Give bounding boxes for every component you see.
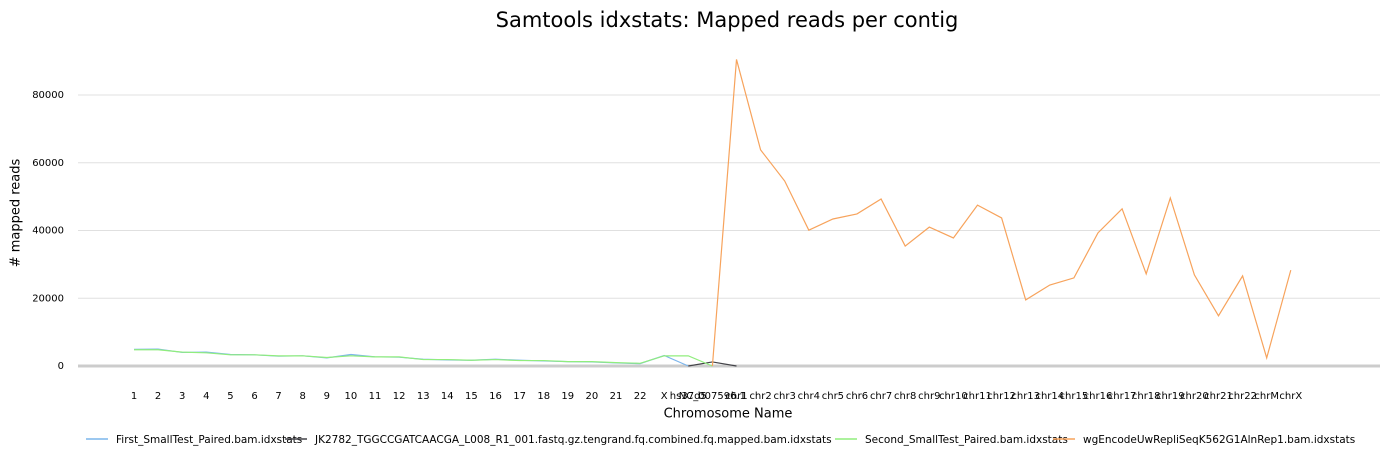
x-tick-label: 10 bbox=[345, 391, 358, 402]
x-tick-label: 2 bbox=[155, 391, 161, 402]
y-axis-title: # mapped reads bbox=[9, 158, 24, 267]
x-tick-label: 3 bbox=[179, 391, 185, 402]
x-tick-label: chr10 bbox=[939, 391, 968, 402]
series-line bbox=[134, 349, 713, 367]
x-tick-label: 19 bbox=[561, 391, 574, 402]
x-tick-label: 12 bbox=[393, 391, 406, 402]
x-tick-label: chrM bbox=[1254, 391, 1279, 402]
x-tick-label: chr19 bbox=[1156, 391, 1185, 402]
x-tick-label: chr12 bbox=[987, 391, 1016, 402]
x-tick-label: 13 bbox=[417, 391, 430, 402]
x-tick-label: chr21 bbox=[1204, 391, 1233, 402]
x-tick-label: chr15 bbox=[1060, 391, 1089, 402]
series-line bbox=[711, 59, 1292, 367]
x-tick-label: chr14 bbox=[1035, 391, 1064, 402]
x-tick-label: 5 bbox=[227, 391, 233, 402]
y-tick-label: 0 bbox=[58, 361, 64, 372]
x-tick-label: chr3 bbox=[774, 391, 796, 402]
x-tick-label: 1 bbox=[131, 391, 137, 402]
x-tick-label: chr6 bbox=[846, 391, 868, 402]
x-axis-title: Chromosome Name bbox=[664, 407, 793, 422]
y-tick-label: 60000 bbox=[32, 158, 64, 169]
x-tick-label: chr17 bbox=[1108, 391, 1137, 402]
legend-label: JK2782_TGGCCGATCAACGA_L008_R1_001.fastq.… bbox=[314, 434, 832, 446]
x-tick-label: 6 bbox=[251, 391, 257, 402]
x-tick-label: chr4 bbox=[798, 391, 820, 402]
x-tick-label: 4 bbox=[203, 391, 209, 402]
y-tick-label: 20000 bbox=[32, 293, 64, 304]
x-tick-label: chr13 bbox=[1011, 391, 1040, 402]
y-tick-label: 40000 bbox=[32, 226, 64, 237]
x-tick-label: chrX bbox=[1279, 391, 1302, 402]
x-tick-label: 21 bbox=[610, 391, 623, 402]
x-tick-label: 9 bbox=[324, 391, 330, 402]
x-tick-label: 22 bbox=[634, 391, 647, 402]
x-tick-label: 11 bbox=[369, 391, 382, 402]
x-tick-label: hs37d5 bbox=[670, 391, 707, 402]
x-tick-label: 8 bbox=[300, 391, 306, 402]
x-tick-label: chr7 bbox=[870, 391, 892, 402]
x-tick-label: NC_007596.1 bbox=[679, 391, 746, 402]
x-tick-label: chr18 bbox=[1132, 391, 1161, 402]
chart-title: Samtools idxstats: Mapped reads per cont… bbox=[496, 8, 959, 32]
x-tick-label: 15 bbox=[465, 391, 478, 402]
legend-label: Second_SmallTest_Paired.bam.idxstats bbox=[865, 434, 1068, 446]
x-tick-label: chr9 bbox=[918, 391, 940, 402]
x-tick-label: chr20 bbox=[1180, 391, 1209, 402]
legend-label: wgEncodeUwRepliSeqK562G1AlnRep1.bam.idxs… bbox=[1083, 434, 1355, 446]
legend-label: First_SmallTest_Paired.bam.idxstats bbox=[116, 434, 302, 446]
x-tick-label: chr22 bbox=[1228, 391, 1257, 402]
x-tick-label: 20 bbox=[586, 391, 599, 402]
x-tick-label: 16 bbox=[489, 391, 502, 402]
x-tick-label: chr1 bbox=[725, 391, 747, 402]
x-tick-label: 18 bbox=[537, 391, 550, 402]
x-tick-label: chr11 bbox=[963, 391, 992, 402]
x-tick-label: chr2 bbox=[749, 391, 771, 402]
x-tick-label: chr16 bbox=[1084, 391, 1113, 402]
series-line bbox=[133, 348, 689, 367]
x-tick-label: X bbox=[661, 391, 668, 402]
x-tick-label: 17 bbox=[513, 391, 526, 402]
y-tick-label: 80000 bbox=[32, 90, 64, 101]
x-tick-label: chr5 bbox=[822, 391, 844, 402]
x-tick-label: chr8 bbox=[894, 391, 916, 402]
x-tick-label: 14 bbox=[441, 391, 454, 402]
x-tick-label: 7 bbox=[275, 391, 281, 402]
